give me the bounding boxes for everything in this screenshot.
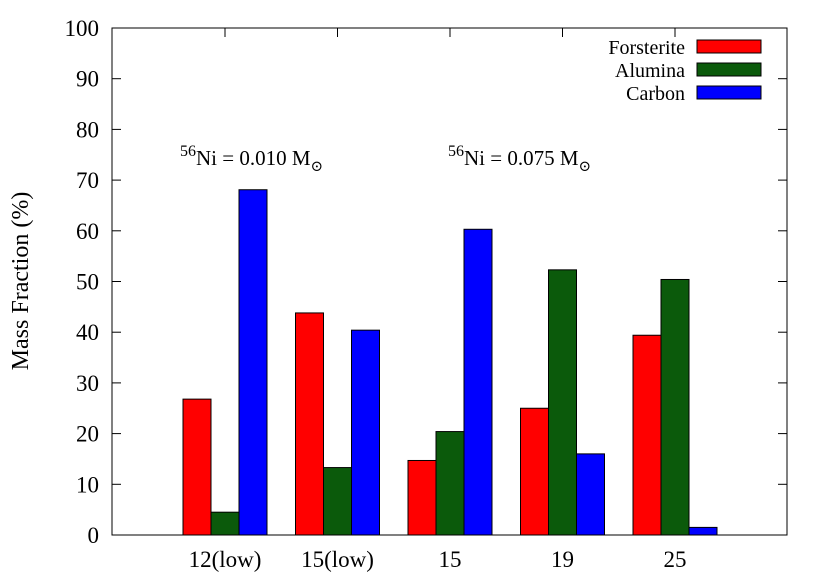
legend-label-forsterite: Forsterite xyxy=(608,37,685,59)
annotation-low-sub: ⊙ xyxy=(311,159,324,175)
bar-forsterite-3 xyxy=(520,407,549,536)
y-tick-label: 0 xyxy=(88,523,100,548)
annotation-high-sup: 56 xyxy=(448,143,464,160)
x-tick-label: 25 xyxy=(664,547,687,572)
y-tick-label: 60 xyxy=(76,219,99,244)
x-tick-label: 15 xyxy=(439,547,462,572)
y-tick-label: 90 xyxy=(76,67,99,92)
legend-label-alumina: Alumina xyxy=(615,60,685,82)
y-axis-ticks: 0 10 20 30 40 50 60 70 80 90 100 xyxy=(65,16,787,548)
x-tick-label: 15(low) xyxy=(301,547,374,572)
bar-alumina-1 xyxy=(323,467,352,536)
bar-carbon-1 xyxy=(351,329,380,536)
bar-carbon-3 xyxy=(576,453,605,536)
bar-alumina-0 xyxy=(210,511,240,536)
annotation-low-text: Ni = 0.010 M xyxy=(196,146,311,170)
bar-carbon-0 xyxy=(238,189,268,536)
y-tick-label: 10 xyxy=(76,472,99,497)
x-tick-label: 19 xyxy=(551,547,574,572)
bar-forsterite-4 xyxy=(632,334,662,536)
legend-swatch-alumina xyxy=(696,62,762,77)
legend-swatch-forsterite xyxy=(696,39,762,54)
bar-carbon-4 xyxy=(688,526,718,536)
y-axis-label: Mass Fraction (%) xyxy=(8,192,34,371)
x-axis-ticks: 12(low) 15(low) 15 19 25 xyxy=(189,28,687,572)
y-tick-label: 40 xyxy=(76,320,99,345)
bar-alumina-2 xyxy=(435,431,465,536)
y-tick-label: 30 xyxy=(76,371,99,396)
y-tick-label: 80 xyxy=(76,117,99,142)
legend-label-carbon: Carbon xyxy=(626,83,685,105)
y-tick-label: 50 xyxy=(76,270,99,295)
legend-swatch-carbon xyxy=(696,85,762,100)
annotation-high-sub: ⊙ xyxy=(579,159,592,175)
annotation-low-sup: 56 xyxy=(180,143,196,160)
bar-alumina-4 xyxy=(660,278,690,536)
y-tick-label: 100 xyxy=(65,16,100,41)
annotation-high-text: Ni = 0.075 M xyxy=(464,146,579,170)
bar-forsterite-1 xyxy=(295,312,324,536)
bar-alumina-3 xyxy=(548,269,577,536)
y-tick-label: 20 xyxy=(76,422,99,447)
bar-carbon-2 xyxy=(463,228,493,536)
x-tick-label: 12(low) xyxy=(189,547,262,572)
bar-forsterite-2 xyxy=(407,459,437,536)
annotation-high: 56Ni = 0.075 M⊙ xyxy=(448,143,591,175)
annotation-low: 56Ni = 0.010 M⊙ xyxy=(180,143,323,175)
y-tick-label: 70 xyxy=(76,168,99,193)
bar-forsterite-0 xyxy=(182,398,212,536)
bars xyxy=(182,189,718,536)
